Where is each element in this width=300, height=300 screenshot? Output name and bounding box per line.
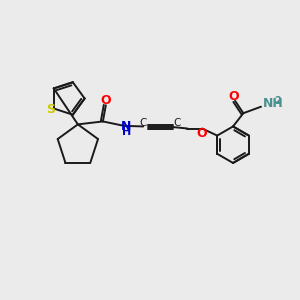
Text: N: N (121, 120, 131, 133)
Text: S: S (46, 103, 55, 116)
Text: O: O (197, 127, 207, 140)
Text: 2: 2 (274, 96, 281, 106)
Text: C: C (173, 118, 181, 128)
Text: O: O (100, 94, 111, 107)
Text: O: O (228, 90, 239, 103)
Text: H: H (122, 127, 131, 137)
Text: C: C (140, 118, 147, 128)
Text: NH: NH (262, 97, 283, 110)
